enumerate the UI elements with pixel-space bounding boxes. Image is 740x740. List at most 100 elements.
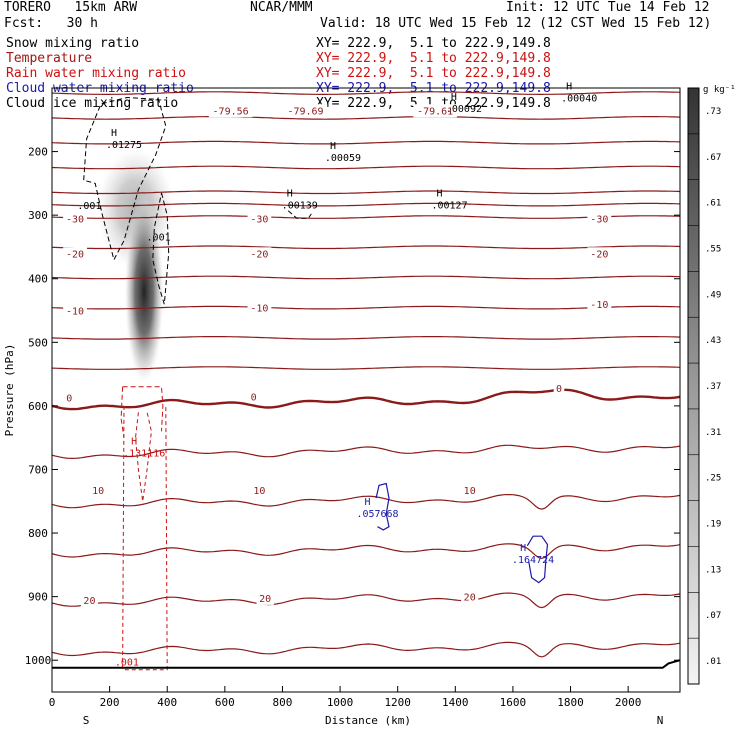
high-marker: H (520, 543, 526, 554)
rain-contour (122, 386, 164, 432)
legend-temperature-xy: XY= 222.9, 5.1 to 222.9,149.8 (316, 51, 551, 66)
colorbar-unit: g kg⁻¹ (703, 85, 736, 95)
isotherm-line (51, 245, 681, 250)
model-title: TORERO 15km ARW (4, 0, 138, 15)
y-tick-label: 600 (28, 400, 48, 413)
temperature-label: -30 (590, 214, 608, 225)
ice-label: .001 (147, 233, 171, 244)
temperature-label-bg (587, 298, 612, 312)
temperature-label-bg (89, 483, 107, 497)
isotherm-line (51, 116, 681, 120)
temperature-label-bg (80, 593, 99, 607)
colorbar-tick-label: .01 (705, 657, 721, 667)
legend-cloud-ice-name: Cloud ice mixing ratio (6, 96, 179, 111)
high-marker: H (287, 188, 293, 199)
high-marker: H (131, 436, 137, 447)
x-tick-label: 600 (215, 696, 235, 709)
high-value-label: .01275 (106, 140, 142, 151)
x-tick-label: 1400 (442, 696, 469, 709)
temperature-label-bg (587, 212, 612, 226)
temperature-label: 10 (464, 486, 476, 497)
temperature-label: -20 (250, 249, 268, 260)
temperature-label: -10 (590, 300, 608, 311)
temperature-label: -79.56 (213, 106, 249, 117)
ice-contour (287, 210, 312, 219)
legend-rain-name: Rain water mixing ratio (6, 66, 187, 81)
high-value-label: .00092 (446, 104, 482, 115)
ground-line (52, 659, 681, 669)
contour-labels: -79.56 -79.69 -79.61 -30 -30 -30 -20 -20 -20 -10 -… (63, 82, 612, 668)
temperature-label-bg (63, 212, 87, 226)
isotherm-line (51, 592, 681, 609)
legend-rain-xy: XY= 222.9, 5.1 to 222.9,149.8 (316, 66, 551, 81)
temperature-label: 0 (251, 392, 257, 403)
temperature-label-bg (63, 304, 87, 318)
temperature-label: -10 (250, 303, 268, 314)
high-value-label: .164724 (512, 555, 554, 566)
isotherm-line (51, 543, 681, 560)
temperature-label-bg (63, 247, 87, 261)
temperature-label-bg (247, 247, 272, 261)
isotherm-line (51, 366, 681, 370)
temperature-label-bg (208, 104, 253, 118)
legend-temperature-name: Temperature (6, 51, 93, 66)
y-tick-label: 800 (28, 527, 48, 540)
temperature-label-bg (553, 382, 565, 396)
temperature-label-bg (461, 590, 479, 604)
high-marker: H (437, 188, 443, 199)
cloud-water-contour (375, 482, 390, 531)
colorbar-ramp (687, 87, 700, 685)
x-endpoint-right: N (657, 714, 664, 727)
y-tick-label: 300 (28, 209, 48, 222)
y-tick-label: 700 (28, 463, 48, 476)
colorbar-tick-label: .61 (705, 199, 721, 209)
temperature-contours (51, 91, 681, 658)
plot-frame (51, 87, 681, 693)
temperature-label-bg (247, 212, 272, 226)
isotherm-line (51, 444, 681, 460)
colorbar-tick-label: .67 (705, 153, 721, 163)
temperature-label: -20 (66, 249, 84, 260)
axes: 0 200 400 600 800 1000 1200 1400 1600 1800 2000200… (3, 87, 681, 727)
high-value-label: .00059 (325, 153, 361, 164)
temperature-label: 20 (83, 596, 95, 607)
y-tick-label: 400 (28, 273, 48, 286)
rain-contour (122, 405, 168, 671)
temperature-label: -30 (66, 214, 84, 225)
isotherm-line (51, 388, 681, 411)
high-value-label: .057668 (356, 509, 398, 520)
valid-time: Valid: 18 UTC Wed 15 Feb 12 (12 CST Wed … (320, 16, 712, 31)
x-tick-label: 0 (49, 696, 56, 709)
x-tick-label: 400 (157, 696, 177, 709)
cloud-water-contour (526, 535, 549, 584)
high-value-label: .131116 (123, 448, 165, 459)
temperature-label: -20 (590, 249, 608, 260)
colorbar-tick-label: .49 (705, 290, 721, 300)
temperature-label: -10 (66, 307, 84, 318)
temperature-label-bg (587, 247, 612, 261)
temperature-label: -79.69 (287, 106, 323, 117)
rain-label: .001 (115, 657, 139, 668)
y-tick-label: 900 (28, 591, 48, 604)
isotherm-line (51, 494, 681, 510)
isotherm-line (51, 140, 681, 145)
high-marker: H (451, 92, 457, 103)
colorbar-tick-label: .55 (705, 244, 721, 254)
isotherm-line (51, 165, 681, 170)
temperature-label: -30 (250, 214, 268, 225)
high-marker: H (566, 82, 572, 93)
colorbar-tick-label: .43 (705, 336, 721, 346)
high-marker: H (365, 497, 371, 508)
temperature-label: 0 (556, 384, 562, 395)
temperature-label: 10 (253, 486, 265, 497)
high-marker: H (330, 141, 336, 152)
isotherm-line (51, 305, 681, 310)
cloud-ice-contours (83, 96, 312, 305)
temperature-label-bg (63, 391, 75, 405)
y-tick-label: 1000 (25, 654, 52, 667)
center-title: NCAR/MMM (250, 0, 313, 15)
isotherm-line (51, 202, 681, 207)
init-time: Init: 12 UTC Tue 14 Feb 12 (506, 0, 710, 15)
isotherm-line (51, 336, 681, 340)
temperature-label-bg (247, 301, 272, 315)
